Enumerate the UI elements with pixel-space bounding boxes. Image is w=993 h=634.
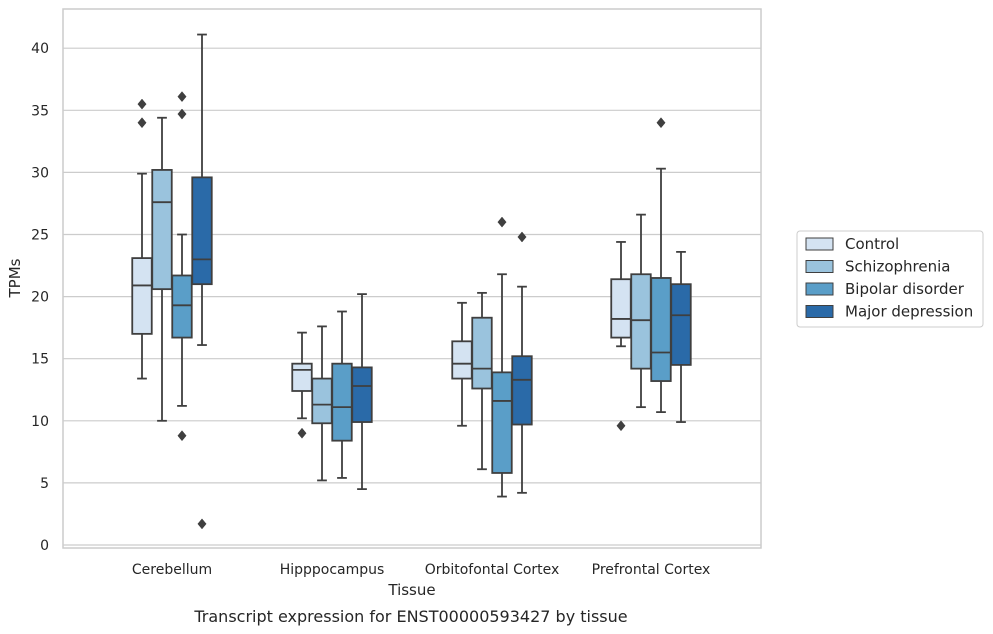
figure-caption: Transcript expression for ENST0000059342… <box>193 607 627 626</box>
outlier-point <box>177 108 187 120</box>
outlier-point <box>137 117 147 129</box>
y-tick-label: 10 <box>31 414 49 430</box>
y-tick-label: 20 <box>31 290 49 306</box>
legend-swatch <box>805 237 834 251</box>
box-iqr <box>351 366 373 423</box>
outlier-point <box>616 420 626 432</box>
legend-label: Schizophrenia <box>845 258 950 276</box>
box-iqr <box>491 371 513 474</box>
outlier-point <box>177 430 187 442</box>
box-plot <box>131 98 153 380</box>
legend-frame <box>796 230 984 328</box>
box-plot <box>351 293 373 491</box>
y-axis-ticks: 0 5 10 15 20 25 30 35 40 <box>31 41 49 554</box>
legend-swatch <box>805 260 834 273</box>
box-iqr <box>451 340 473 380</box>
box-iqr <box>511 355 533 426</box>
x-tick-label: Prefrontal Cortex <box>592 562 711 578</box>
box-plot <box>311 325 333 482</box>
outlier-point <box>656 117 666 129</box>
plot-frame <box>62 8 762 549</box>
outlier-point <box>137 98 147 110</box>
box-plot <box>670 250 692 423</box>
box-plot <box>471 291 493 471</box>
box-iqr <box>331 362 353 442</box>
box-plot <box>171 91 193 442</box>
box-plot <box>650 117 672 414</box>
x-tick-label: Hipppocampus <box>280 562 385 578</box>
box-plot <box>151 116 173 422</box>
box-iqr <box>291 362 313 392</box>
box-plot <box>610 241 632 432</box>
y-axis-label: TPMs <box>6 258 24 298</box>
x-tick-label: Orbitofontal Cortex <box>425 562 560 578</box>
box-iqr <box>630 273 652 370</box>
box-iqr <box>171 274 193 339</box>
outlier-point <box>197 518 207 530</box>
box-iqr <box>131 257 153 335</box>
legend-swatch <box>805 282 834 296</box>
box-plot-area <box>131 33 692 530</box>
box-iqr <box>191 176 213 286</box>
box-iqr <box>650 277 672 382</box>
x-axis-label: Tissue <box>387 581 435 599</box>
box-iqr <box>471 316 493 390</box>
box-iqr <box>151 169 173 291</box>
y-tick-label: 40 <box>31 41 49 57</box>
legend-label: Major depression <box>845 303 973 321</box>
x-tick-label: Cerebellum <box>132 562 212 578</box>
legend-label: Bipolar disorder <box>845 280 965 298</box>
box-plot <box>291 331 313 439</box>
outlier-point <box>177 91 187 103</box>
y-tick-label: 30 <box>31 165 49 181</box>
y-tick-label: 25 <box>31 228 49 244</box>
outlier-point <box>517 231 527 243</box>
outlier-point <box>297 427 307 439</box>
x-axis-ticks: Cerebellum Hipppocampus Orbitofontal Corte… <box>132 562 710 578</box>
box-plot <box>451 301 473 427</box>
box-plot <box>331 310 353 479</box>
y-tick-label: 35 <box>31 103 49 119</box>
legend-label: Control <box>845 235 899 253</box>
box-iqr <box>311 377 333 425</box>
legend: Control Schizophrenia Bipolar disorder Majo… <box>796 230 984 328</box>
box-iqr <box>610 278 632 339</box>
y-tick-label: 5 <box>40 476 49 492</box>
box-plot <box>511 231 533 494</box>
box-plot <box>191 33 213 530</box>
y-tick-label: 0 <box>40 538 49 554</box>
legend-swatch <box>805 305 834 318</box>
box-plot <box>491 216 513 498</box>
outlier-point <box>497 216 507 228</box>
y-tick-label: 15 <box>31 352 49 368</box>
box-plot <box>630 213 652 409</box>
box-iqr <box>670 283 692 366</box>
